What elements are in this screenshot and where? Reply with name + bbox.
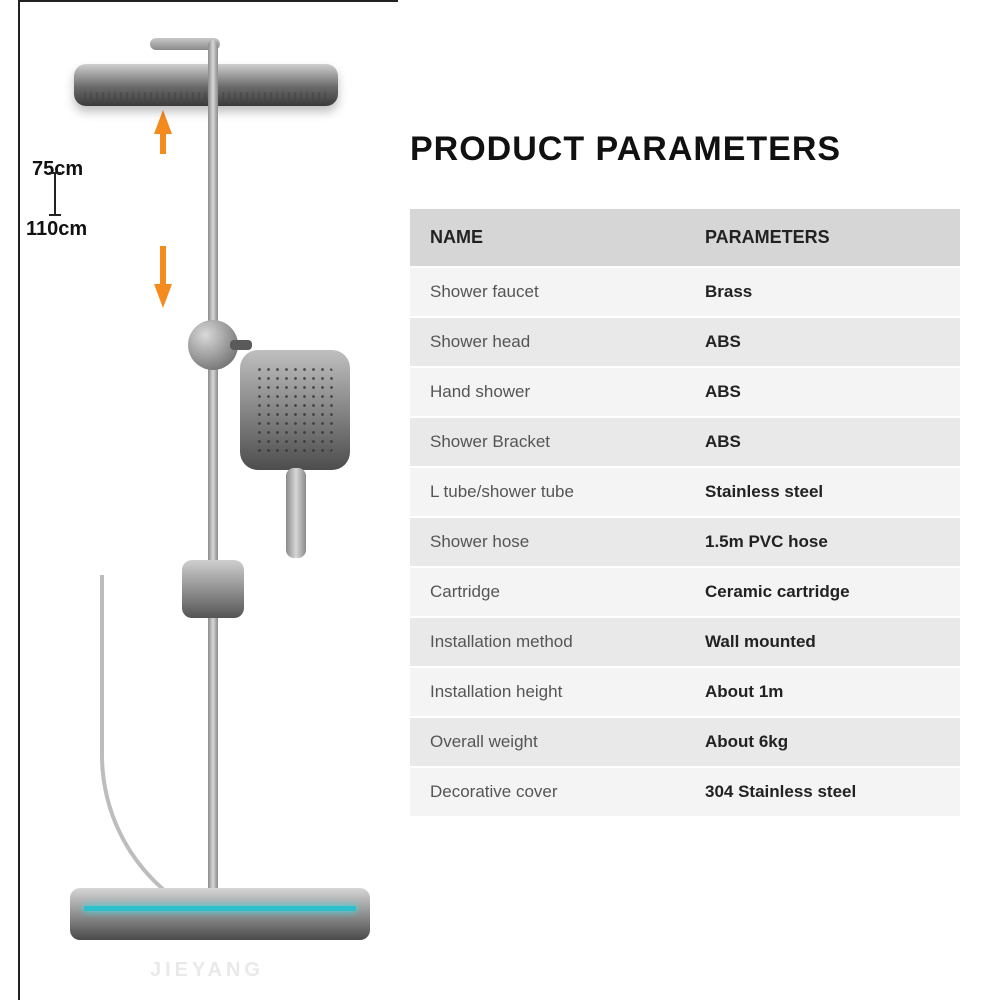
- param-value: 1.5m PVC hose: [685, 517, 960, 567]
- param-value: 304 Stainless steel: [685, 767, 960, 817]
- param-value: Wall mounted: [685, 617, 960, 667]
- param-value: Ceramic cartridge: [685, 567, 960, 617]
- col-name: NAME: [410, 209, 685, 267]
- param-name: Installation method: [410, 617, 685, 667]
- param-value: ABS: [685, 367, 960, 417]
- table-row: Hand showerABS: [410, 367, 960, 417]
- product-diagram: 75cm 110cm JIEYANG: [0, 0, 390, 1000]
- arrow-up-icon: [154, 110, 172, 134]
- table-row: Decorative cover304 Stainless steel: [410, 767, 960, 817]
- table-row: L tube/shower tubeStainless steel: [410, 467, 960, 517]
- brand-watermark: JIEYANG: [150, 959, 264, 982]
- hand-shower-handle: [286, 468, 306, 558]
- param-name: Shower hose: [410, 517, 685, 567]
- rain-shower-head: [74, 64, 338, 106]
- param-value: About 1m: [685, 667, 960, 717]
- arrow-down-icon: [154, 284, 172, 308]
- page-container: 75cm 110cm JIEYANG PRODUCT PARAMETERS NA…: [0, 0, 1000, 1000]
- param-name: L tube/shower tube: [410, 467, 685, 517]
- param-value: Brass: [685, 267, 960, 317]
- slider-joint: [188, 320, 238, 370]
- table-row: Shower headABS: [410, 317, 960, 367]
- table-row: CartridgeCeramic cartridge: [410, 567, 960, 617]
- hand-shower-head: [240, 350, 350, 470]
- valve-body: [70, 888, 370, 940]
- param-name: Shower head: [410, 317, 685, 367]
- param-name: Shower faucet: [410, 267, 685, 317]
- param-value: ABS: [685, 317, 960, 367]
- page-title: PRODUCT PARAMETERS: [410, 130, 960, 169]
- ruler-horizontal: [18, 0, 398, 2]
- param-name: Overall weight: [410, 717, 685, 767]
- table-header-row: NAME PARAMETERS: [410, 209, 960, 267]
- arrow-down-stem: [160, 246, 166, 286]
- table-row: Installation heightAbout 1m: [410, 667, 960, 717]
- table-row: Installation methodWall mounted: [410, 617, 960, 667]
- dim-bar: [54, 172, 56, 216]
- parameters-table: NAME PARAMETERS Shower faucetBrassShower…: [410, 209, 960, 818]
- table-row: Overall weightAbout 6kg: [410, 717, 960, 767]
- param-name: Hand shower: [410, 367, 685, 417]
- table-row: Shower faucetBrass: [410, 267, 960, 317]
- col-value: PARAMETERS: [685, 209, 960, 267]
- dim-min-label: 75cm: [32, 158, 83, 181]
- param-name: Shower Bracket: [410, 417, 685, 467]
- param-value: Stainless steel: [685, 467, 960, 517]
- param-name: Installation height: [410, 667, 685, 717]
- parameters-panel: PRODUCT PARAMETERS NAME PARAMETERS Showe…: [390, 0, 1000, 1000]
- table-row: Shower hose1.5m PVC hose: [410, 517, 960, 567]
- shower-hose: [100, 575, 280, 935]
- param-name: Decorative cover: [410, 767, 685, 817]
- param-value: ABS: [685, 417, 960, 467]
- ruler-vertical: [18, 0, 20, 1000]
- dim-max-label: 110cm: [26, 218, 87, 241]
- table-row: Shower BracketABS: [410, 417, 960, 467]
- param-value: About 6kg: [685, 717, 960, 767]
- param-name: Cartridge: [410, 567, 685, 617]
